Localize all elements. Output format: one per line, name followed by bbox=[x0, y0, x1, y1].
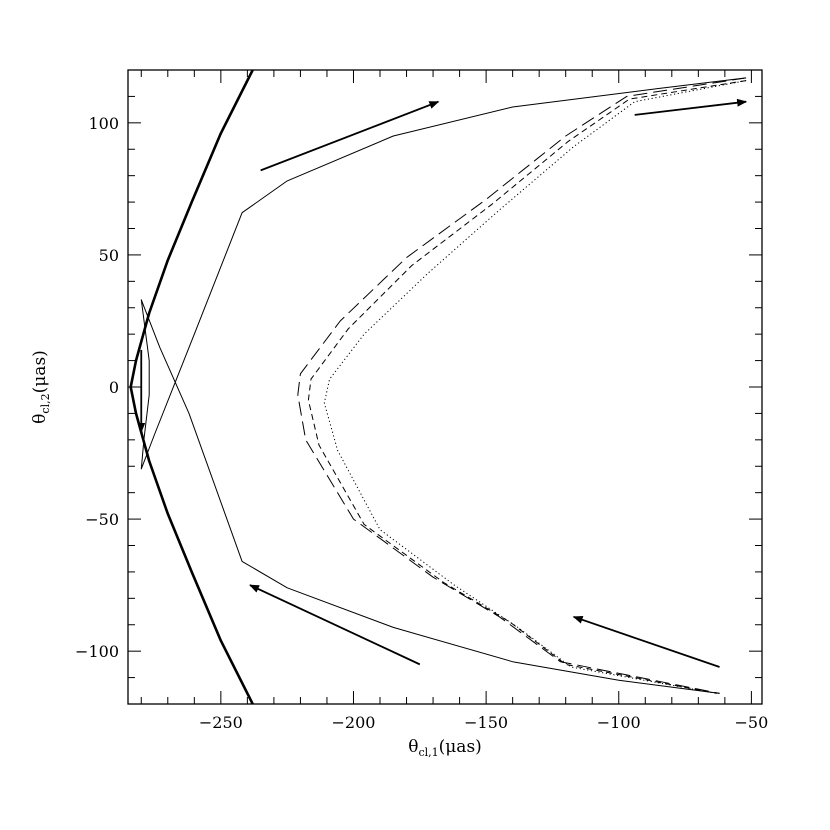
curve-thick-solid bbox=[129, 70, 254, 704]
curve-long-dash bbox=[297, 77, 747, 694]
y-tick-label: 50 bbox=[99, 246, 119, 265]
direction-arrow bbox=[260, 100, 440, 172]
plot-frame bbox=[127, 69, 763, 705]
y-tick-label: 100 bbox=[88, 114, 119, 133]
curve-short-dash bbox=[307, 80, 747, 694]
x-tick-label: −50 bbox=[735, 713, 769, 732]
x-axis-label: θcl,1(μas) bbox=[408, 737, 482, 759]
x-tick-label: −250 bbox=[199, 713, 243, 732]
direction-arrow bbox=[572, 615, 720, 668]
x-tick-label: −200 bbox=[332, 713, 376, 732]
plot-area bbox=[129, 70, 747, 704]
direction-arrow bbox=[634, 98, 748, 116]
y-tick-label: −100 bbox=[75, 642, 119, 661]
x-tick-label: −150 bbox=[464, 713, 508, 732]
axis-ticks bbox=[128, 69, 762, 705]
tick-labels: −250 −200 −150 −100 −50 −100 −50 0 50 100 bbox=[75, 114, 768, 732]
curve-dotted bbox=[323, 80, 747, 694]
y-tick-label: 0 bbox=[109, 378, 119, 397]
y-axis-label: θcl,2(μas) bbox=[30, 350, 52, 424]
x-tick-label: −100 bbox=[597, 713, 641, 732]
curve-thin-solid bbox=[140, 77, 747, 694]
y-tick-label: −50 bbox=[85, 510, 119, 529]
direction-arrows bbox=[137, 98, 748, 668]
direction-arrow bbox=[249, 584, 421, 666]
